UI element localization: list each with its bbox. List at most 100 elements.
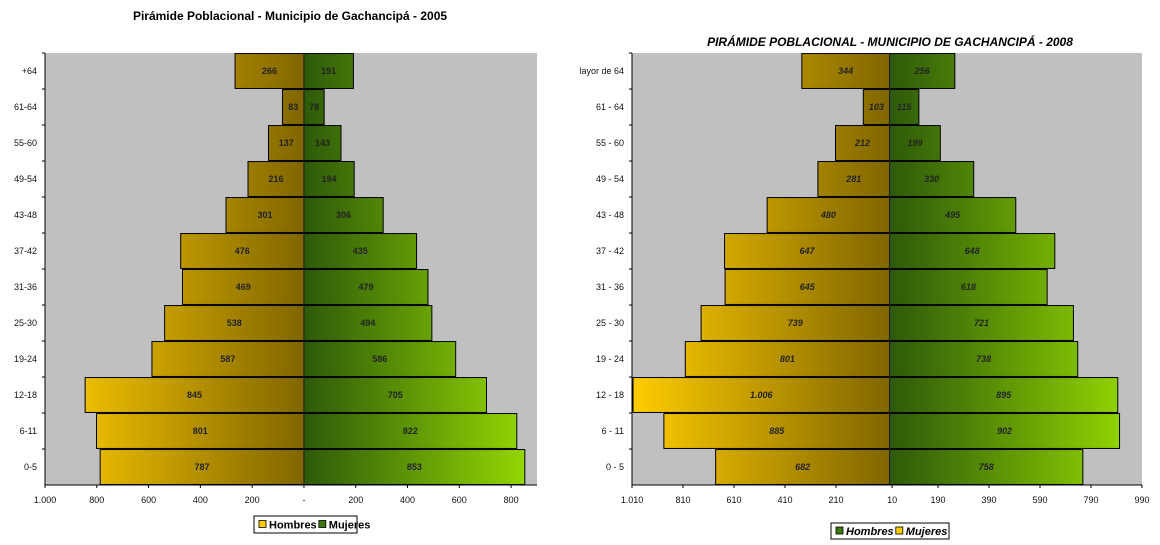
data-label-mujeres: 191 <box>321 66 336 76</box>
data-label-hombres: 885 <box>769 426 785 436</box>
bar-mujeres <box>889 269 1048 305</box>
data-label-mujeres: 256 <box>914 66 931 76</box>
pyramid-2005-svg: Pirámide Poblacional - Municipio de Gach… <box>14 9 537 534</box>
legend-label: Mujeres <box>329 520 371 532</box>
x-tick-label: 590 <box>1032 495 1047 505</box>
bar-hombres <box>701 305 890 341</box>
chart-title: PIRÁMIDE POBLACIONAL - MUNICIPIO DE GACH… <box>707 34 1073 49</box>
category-label: 49-54 <box>14 174 37 184</box>
bar-hombres <box>226 197 304 233</box>
bar-mujeres <box>889 53 955 89</box>
data-label-mujeres: 479 <box>358 282 373 292</box>
x-tick-label: 410 <box>777 495 792 505</box>
bar-mujeres <box>889 233 1055 269</box>
data-label-hombres: 739 <box>788 318 803 328</box>
bar-mujeres <box>303 125 341 161</box>
data-label-mujeres: 435 <box>353 246 368 256</box>
x-tick-label: - <box>302 495 305 505</box>
bar-mujeres <box>303 377 487 413</box>
data-label-hombres: 801 <box>780 354 795 364</box>
data-label-mujeres: 758 <box>979 462 994 472</box>
bar-hombres <box>235 53 304 89</box>
bar-hombres <box>835 125 890 161</box>
category-label: +64 <box>22 66 37 76</box>
legend-swatch <box>258 520 267 528</box>
x-tick-label: 610 <box>726 495 741 505</box>
bar-hombres <box>725 269 890 305</box>
bar-mujeres <box>303 413 517 449</box>
category-label: 19-24 <box>14 354 37 364</box>
x-tick-label: 600 <box>141 495 156 505</box>
category-label: 43-48 <box>14 210 37 220</box>
category-label: 25 - 30 <box>596 318 624 328</box>
category-label: 31-36 <box>14 282 37 292</box>
data-label-hombres: 83 <box>288 102 298 112</box>
x-tick-label: 400 <box>193 495 208 505</box>
x-tick-label: 400 <box>400 495 415 505</box>
bar-mujeres <box>889 449 1083 485</box>
category-label: 43 - 48 <box>596 210 624 220</box>
data-label-hombres: 645 <box>800 282 816 292</box>
bar-hombres <box>248 161 304 197</box>
bar-mujeres <box>303 197 384 233</box>
legend-swatch <box>318 520 327 528</box>
x-tick-label: 600 <box>452 495 467 505</box>
data-label-hombres: 137 <box>279 138 294 148</box>
bar-hombres <box>151 341 304 377</box>
bar-hombres <box>663 413 890 449</box>
data-label-mujeres: 721 <box>974 318 989 328</box>
x-tick-label: 390 <box>981 495 996 505</box>
category-label: 61 - 64 <box>596 102 624 112</box>
bar-mujeres <box>889 305 1074 341</box>
bar-mujeres <box>303 341 456 377</box>
x-tick-label: 990 <box>1134 495 1149 505</box>
data-label-hombres: 1.006 <box>750 390 774 400</box>
data-label-hombres: 587 <box>220 354 235 364</box>
bar-hombres <box>767 197 890 233</box>
data-label-hombres: 801 <box>193 426 208 436</box>
population-pyramid-2005: Pirámide Poblacional - Municipio de Gach… <box>0 0 570 540</box>
bar-mujeres <box>303 233 417 269</box>
x-tick-label: 790 <box>1083 495 1098 505</box>
bar-mujeres <box>303 89 325 125</box>
category-label: 55 - 60 <box>596 138 624 148</box>
legend-swatch <box>835 526 844 535</box>
category-label: 12 - 18 <box>596 390 624 400</box>
x-tick-label: 800 <box>504 495 519 505</box>
bar-mujeres <box>303 53 354 89</box>
data-label-hombres: 787 <box>195 462 210 472</box>
bar-mujeres <box>889 89 919 125</box>
bar-mujeres <box>889 125 941 161</box>
data-label-hombres: 301 <box>257 210 272 220</box>
population-pyramid-2008: PIRÁMIDE POBLACIONAL - MUNICIPIO DE GACH… <box>574 0 1160 540</box>
bar-hombres <box>801 53 890 89</box>
data-label-mujeres: 853 <box>407 462 422 472</box>
category-label: 49 - 54 <box>596 174 624 184</box>
data-label-hombres: 538 <box>227 318 242 328</box>
data-label-mujeres: 199 <box>907 138 922 148</box>
x-tick-label: 190 <box>930 495 945 505</box>
bar-mujeres <box>889 161 974 197</box>
category-label: 6 - 11 <box>602 426 624 436</box>
data-label-mujeres: 822 <box>403 426 418 436</box>
data-label-mujeres: 306 <box>336 210 351 220</box>
bar-hombres <box>715 449 890 485</box>
bar-hombres <box>85 377 304 413</box>
data-label-hombres: 103 <box>869 102 884 112</box>
bar-mujeres <box>889 413 1120 449</box>
bar-hombres <box>164 305 304 341</box>
category-label: 6-11 <box>20 426 37 436</box>
x-tick-label: 200 <box>348 495 363 505</box>
data-label-mujeres: 648 <box>965 246 980 256</box>
bar-hombres <box>282 89 304 125</box>
x-tick-label: 1.000 <box>34 495 57 505</box>
data-label-mujeres: 115 <box>897 102 912 112</box>
bar-hombres <box>817 161 890 197</box>
legend-box <box>253 515 358 534</box>
chart-title: Pirámide Poblacional - Municipio de Gach… <box>133 9 447 23</box>
bar-hombres <box>182 269 304 305</box>
category-label: 19 - 24 <box>596 354 624 364</box>
category-label: 0-5 <box>24 462 37 472</box>
category-label: 55-60 <box>14 138 37 148</box>
bar-hombres <box>100 449 304 485</box>
